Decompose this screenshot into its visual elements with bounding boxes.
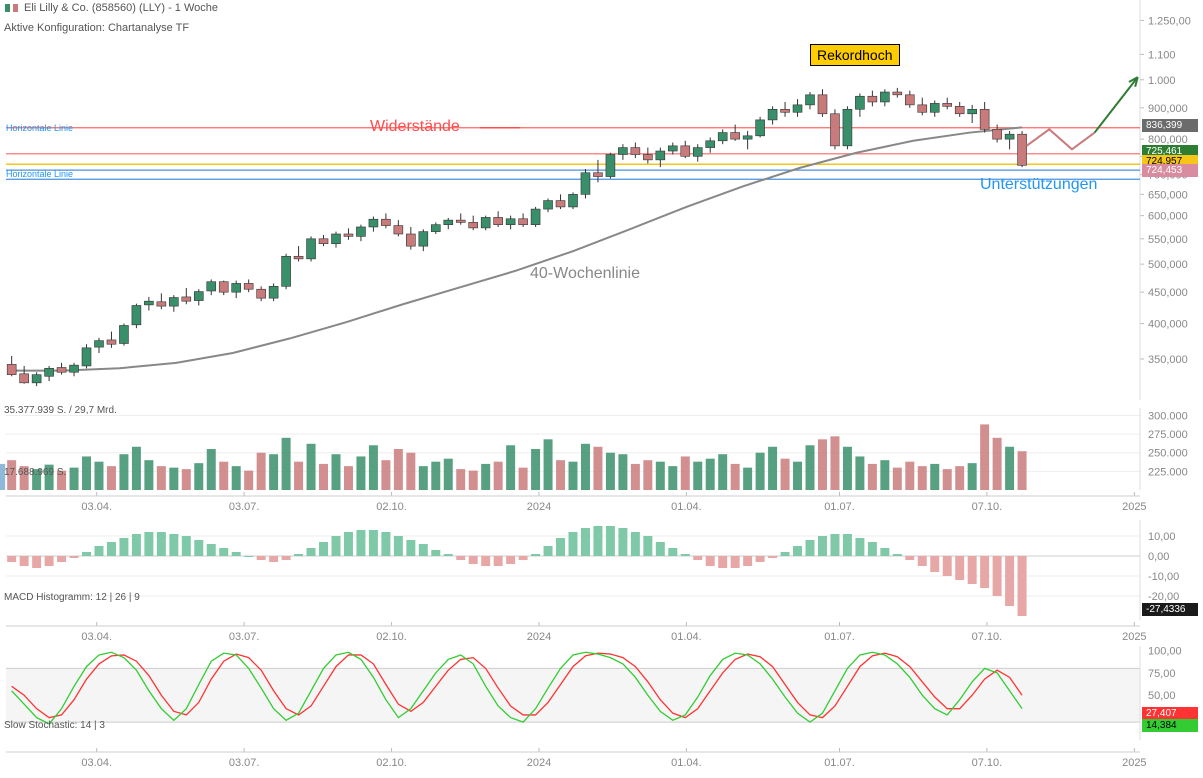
- record-high-label: Rekordhoch: [810, 44, 900, 66]
- svg-text:03.04.: 03.04.: [81, 757, 112, 769]
- svg-text:02.10.: 02.10.: [376, 631, 407, 643]
- price-tag: 836,399: [1142, 119, 1198, 132]
- volume-label-2: 17.688.969 S.: [4, 467, 66, 478]
- svg-text:550,000: 550,000: [1148, 234, 1188, 246]
- svg-text:2024: 2024: [527, 631, 551, 643]
- svg-text:275.000: 275.000: [1148, 429, 1188, 441]
- svg-text:01.07.: 01.07.: [824, 631, 855, 643]
- support-label: Unterstützungen: [980, 176, 1097, 194]
- macd-label: MACD Histogramm: 12 | 26 | 9: [4, 592, 140, 603]
- svg-text:100,00: 100,00: [1148, 645, 1182, 657]
- svg-text:1.100: 1.100: [1148, 49, 1176, 61]
- svg-text:01.04.: 01.04.: [671, 757, 702, 769]
- svg-text:50,00: 50,00: [1148, 690, 1176, 702]
- svg-text:1.250,00: 1.250,00: [1148, 15, 1191, 27]
- svg-text:350,000: 350,000: [1148, 354, 1188, 366]
- svg-text:03.07.: 03.07.: [229, 757, 260, 769]
- svg-text:900,000: 900,000: [1148, 103, 1188, 115]
- svg-text:0,00: 0,00: [1148, 551, 1169, 563]
- volume-label-1: 35.377.939 S. / 29,7 Mrd.: [4, 405, 117, 416]
- svg-text:2025: 2025: [1122, 501, 1146, 513]
- svg-text:2025: 2025: [1122, 757, 1146, 769]
- svg-text:01.07.: 01.07.: [824, 501, 855, 513]
- svg-text:75,00: 75,00: [1148, 668, 1176, 680]
- svg-text:03.07.: 03.07.: [229, 631, 260, 643]
- svg-text:650,000: 650,000: [1148, 189, 1188, 201]
- svg-text:1.000: 1.000: [1148, 75, 1176, 87]
- svg-text:600,000: 600,000: [1148, 211, 1188, 223]
- svg-text:450,000: 450,000: [1148, 287, 1188, 299]
- svg-text:02.10.: 02.10.: [376, 501, 407, 513]
- macd-value-tag: -27,4336: [1142, 603, 1198, 616]
- svg-text:2024: 2024: [527, 757, 551, 769]
- svg-text:07.10.: 07.10.: [972, 501, 1003, 513]
- chart-canvas: 350,000 400,000 450,000 500,000 550,000 600,0…: [0, 0, 1203, 778]
- svg-text:02.10.: 02.10.: [376, 757, 407, 769]
- svg-text:07.10.: 07.10.: [972, 631, 1003, 643]
- svg-text:500,000: 500,000: [1148, 259, 1188, 271]
- svg-text:10,00: 10,00: [1148, 531, 1176, 543]
- svg-text:400,000: 400,000: [1148, 318, 1188, 330]
- svg-text:01.04.: 01.04.: [671, 631, 702, 643]
- svg-text:-20,00: -20,00: [1148, 591, 1179, 603]
- svg-text:300.000: 300.000: [1148, 410, 1188, 422]
- svg-text:03.04.: 03.04.: [81, 501, 112, 513]
- svg-text:01.04.: 01.04.: [671, 501, 702, 513]
- svg-text:07.10.: 07.10.: [972, 757, 1003, 769]
- svg-text:250.000: 250.000: [1148, 448, 1188, 460]
- price-tag: 724,453: [1142, 164, 1198, 177]
- stoch-value-tag: 14,384: [1142, 719, 1198, 732]
- svg-text:01.07.: 01.07.: [824, 757, 855, 769]
- resistance-label: Widerstände: [370, 118, 460, 136]
- stochastic-label: Slow Stochastic: 14 | 3: [4, 720, 105, 731]
- svg-text:03.04.: 03.04.: [81, 631, 112, 643]
- hline-label: Horizontale Linie: [6, 169, 73, 179]
- svg-text:-10,00: -10,00: [1148, 571, 1179, 583]
- hline-label: Horizontale Linie: [6, 123, 73, 133]
- svg-text:225.000: 225.000: [1148, 466, 1188, 478]
- ma-label: 40-Wochenlinie: [530, 265, 640, 283]
- svg-text:03.07.: 03.07.: [229, 501, 260, 513]
- svg-text:2024: 2024: [527, 501, 551, 513]
- svg-text:2025: 2025: [1122, 631, 1146, 643]
